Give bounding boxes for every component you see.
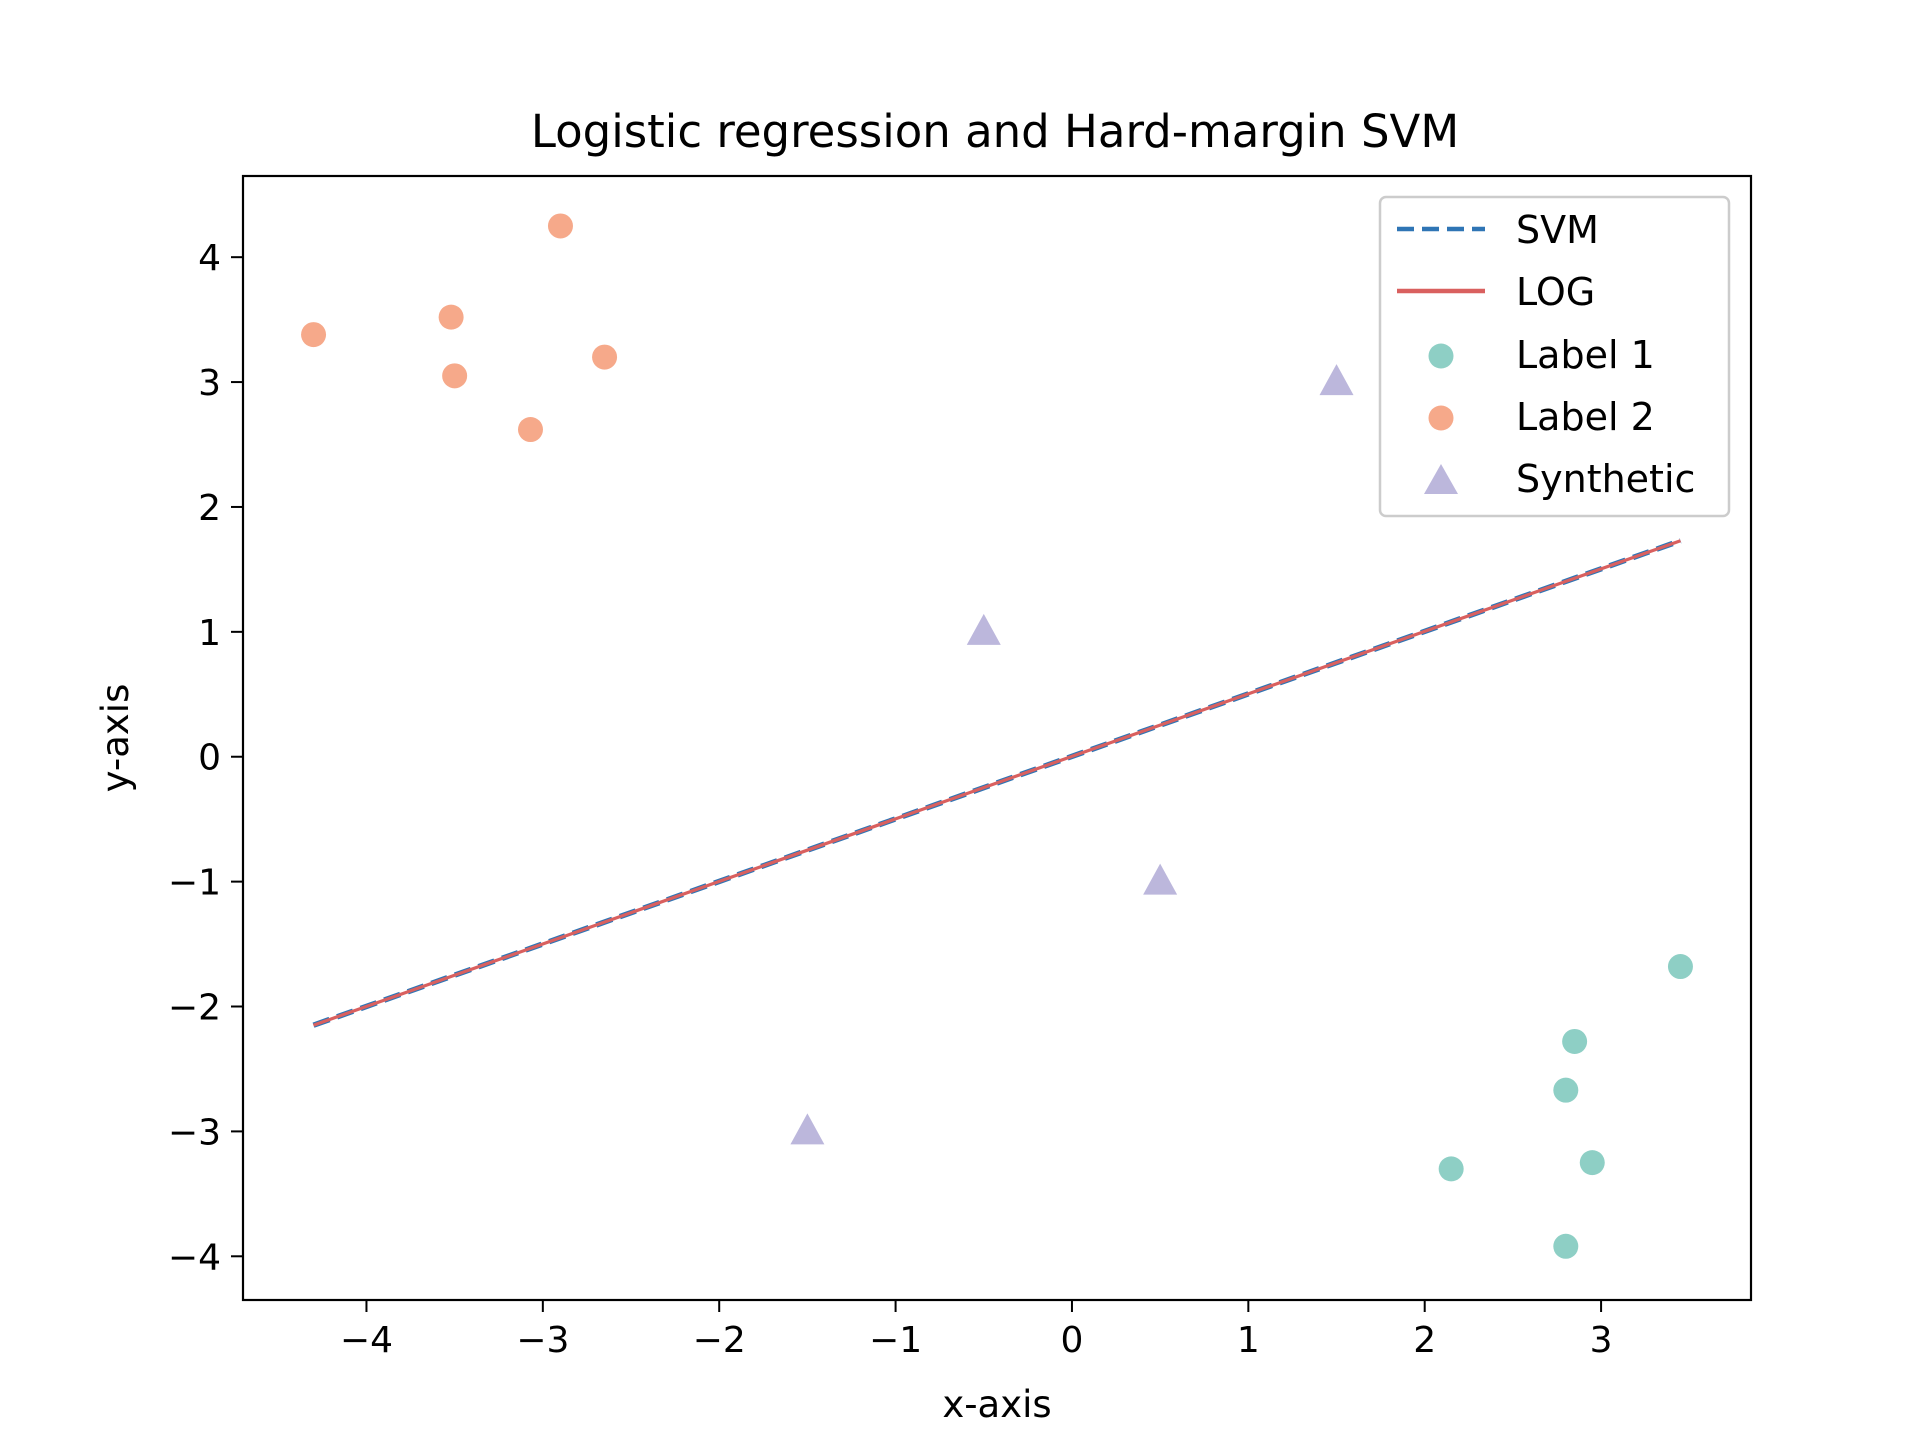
x-tick-label: −1 (869, 1320, 922, 1361)
y-axis-label: y-axis (94, 684, 137, 793)
y-tick-label: 2 (198, 488, 221, 529)
x-tick-label: 2 (1413, 1320, 1436, 1361)
y-tick-label: −2 (168, 988, 221, 1029)
label-2-point-4 (442, 363, 468, 389)
legend-label-1-label: Label 1 (1516, 333, 1655, 377)
legend: SVM LOG Label 1 Label 2 Synthetic (1378, 195, 1731, 518)
y-tick-label: 4 (198, 238, 221, 279)
legend-frame (1378, 195, 1731, 518)
label-2-point-5 (592, 344, 618, 370)
y-tick-label: 3 (198, 363, 221, 404)
label-1-point-2 (1562, 1028, 1588, 1054)
x-axis-label: x-axis (942, 1383, 1051, 1426)
label-1-point-6 (1553, 1233, 1579, 1259)
line-log (312, 539, 1682, 1027)
label-2-point-6 (517, 417, 543, 443)
legend-label-1-marker (1428, 343, 1454, 369)
plot-area (241, 174, 1753, 1302)
legend-synthetic-marker (1424, 464, 1458, 494)
decision-lines (312, 538, 1682, 1028)
label-1-point-5 (1438, 1156, 1464, 1182)
label-2-point-1 (547, 213, 573, 239)
label-2-point-3 (438, 304, 464, 330)
x-tick-label: −2 (693, 1320, 746, 1361)
legend-log-label: LOG (1516, 270, 1595, 314)
label-1-point-1 (1667, 954, 1693, 980)
legend-label-2-label: Label 2 (1516, 395, 1655, 439)
label-1-point-3 (1553, 1077, 1579, 1103)
x-tick-label: 3 (1590, 1320, 1613, 1361)
synthetic-point-4 (790, 1113, 825, 1145)
x-tick-label: −4 (340, 1320, 393, 1361)
synthetic-point-2 (966, 613, 1001, 645)
label-1-point-4 (1579, 1150, 1605, 1176)
x-tick-label: 0 (1061, 1320, 1084, 1361)
data-points (301, 213, 1693, 1259)
y-tick-label: −1 (168, 863, 221, 904)
legend-svm-label: SVM (1516, 208, 1599, 252)
legend-synthetic-label: Synthetic (1516, 457, 1695, 501)
x-tick-label: −3 (516, 1320, 569, 1361)
x-tick-label: 1 (1237, 1320, 1260, 1361)
y-axis-ticks: −4 −3 −2 −1 0 1 2 3 4 (168, 238, 243, 1278)
synthetic-point-1 (1319, 364, 1354, 396)
y-tick-label: −3 (168, 1112, 221, 1153)
chart-title: Logistic regression and Hard-margin SVM (531, 105, 1459, 158)
x-axis-ticks: −4 −3 −2 −1 0 1 2 3 (340, 1300, 1613, 1361)
y-tick-label: 1 (198, 613, 221, 654)
y-tick-label: −4 (168, 1237, 221, 1278)
y-tick-label: 0 (198, 738, 221, 779)
synthetic-point-3 (1143, 863, 1178, 895)
legend-label-2-marker (1428, 405, 1454, 431)
label-2-point-2 (301, 322, 327, 348)
